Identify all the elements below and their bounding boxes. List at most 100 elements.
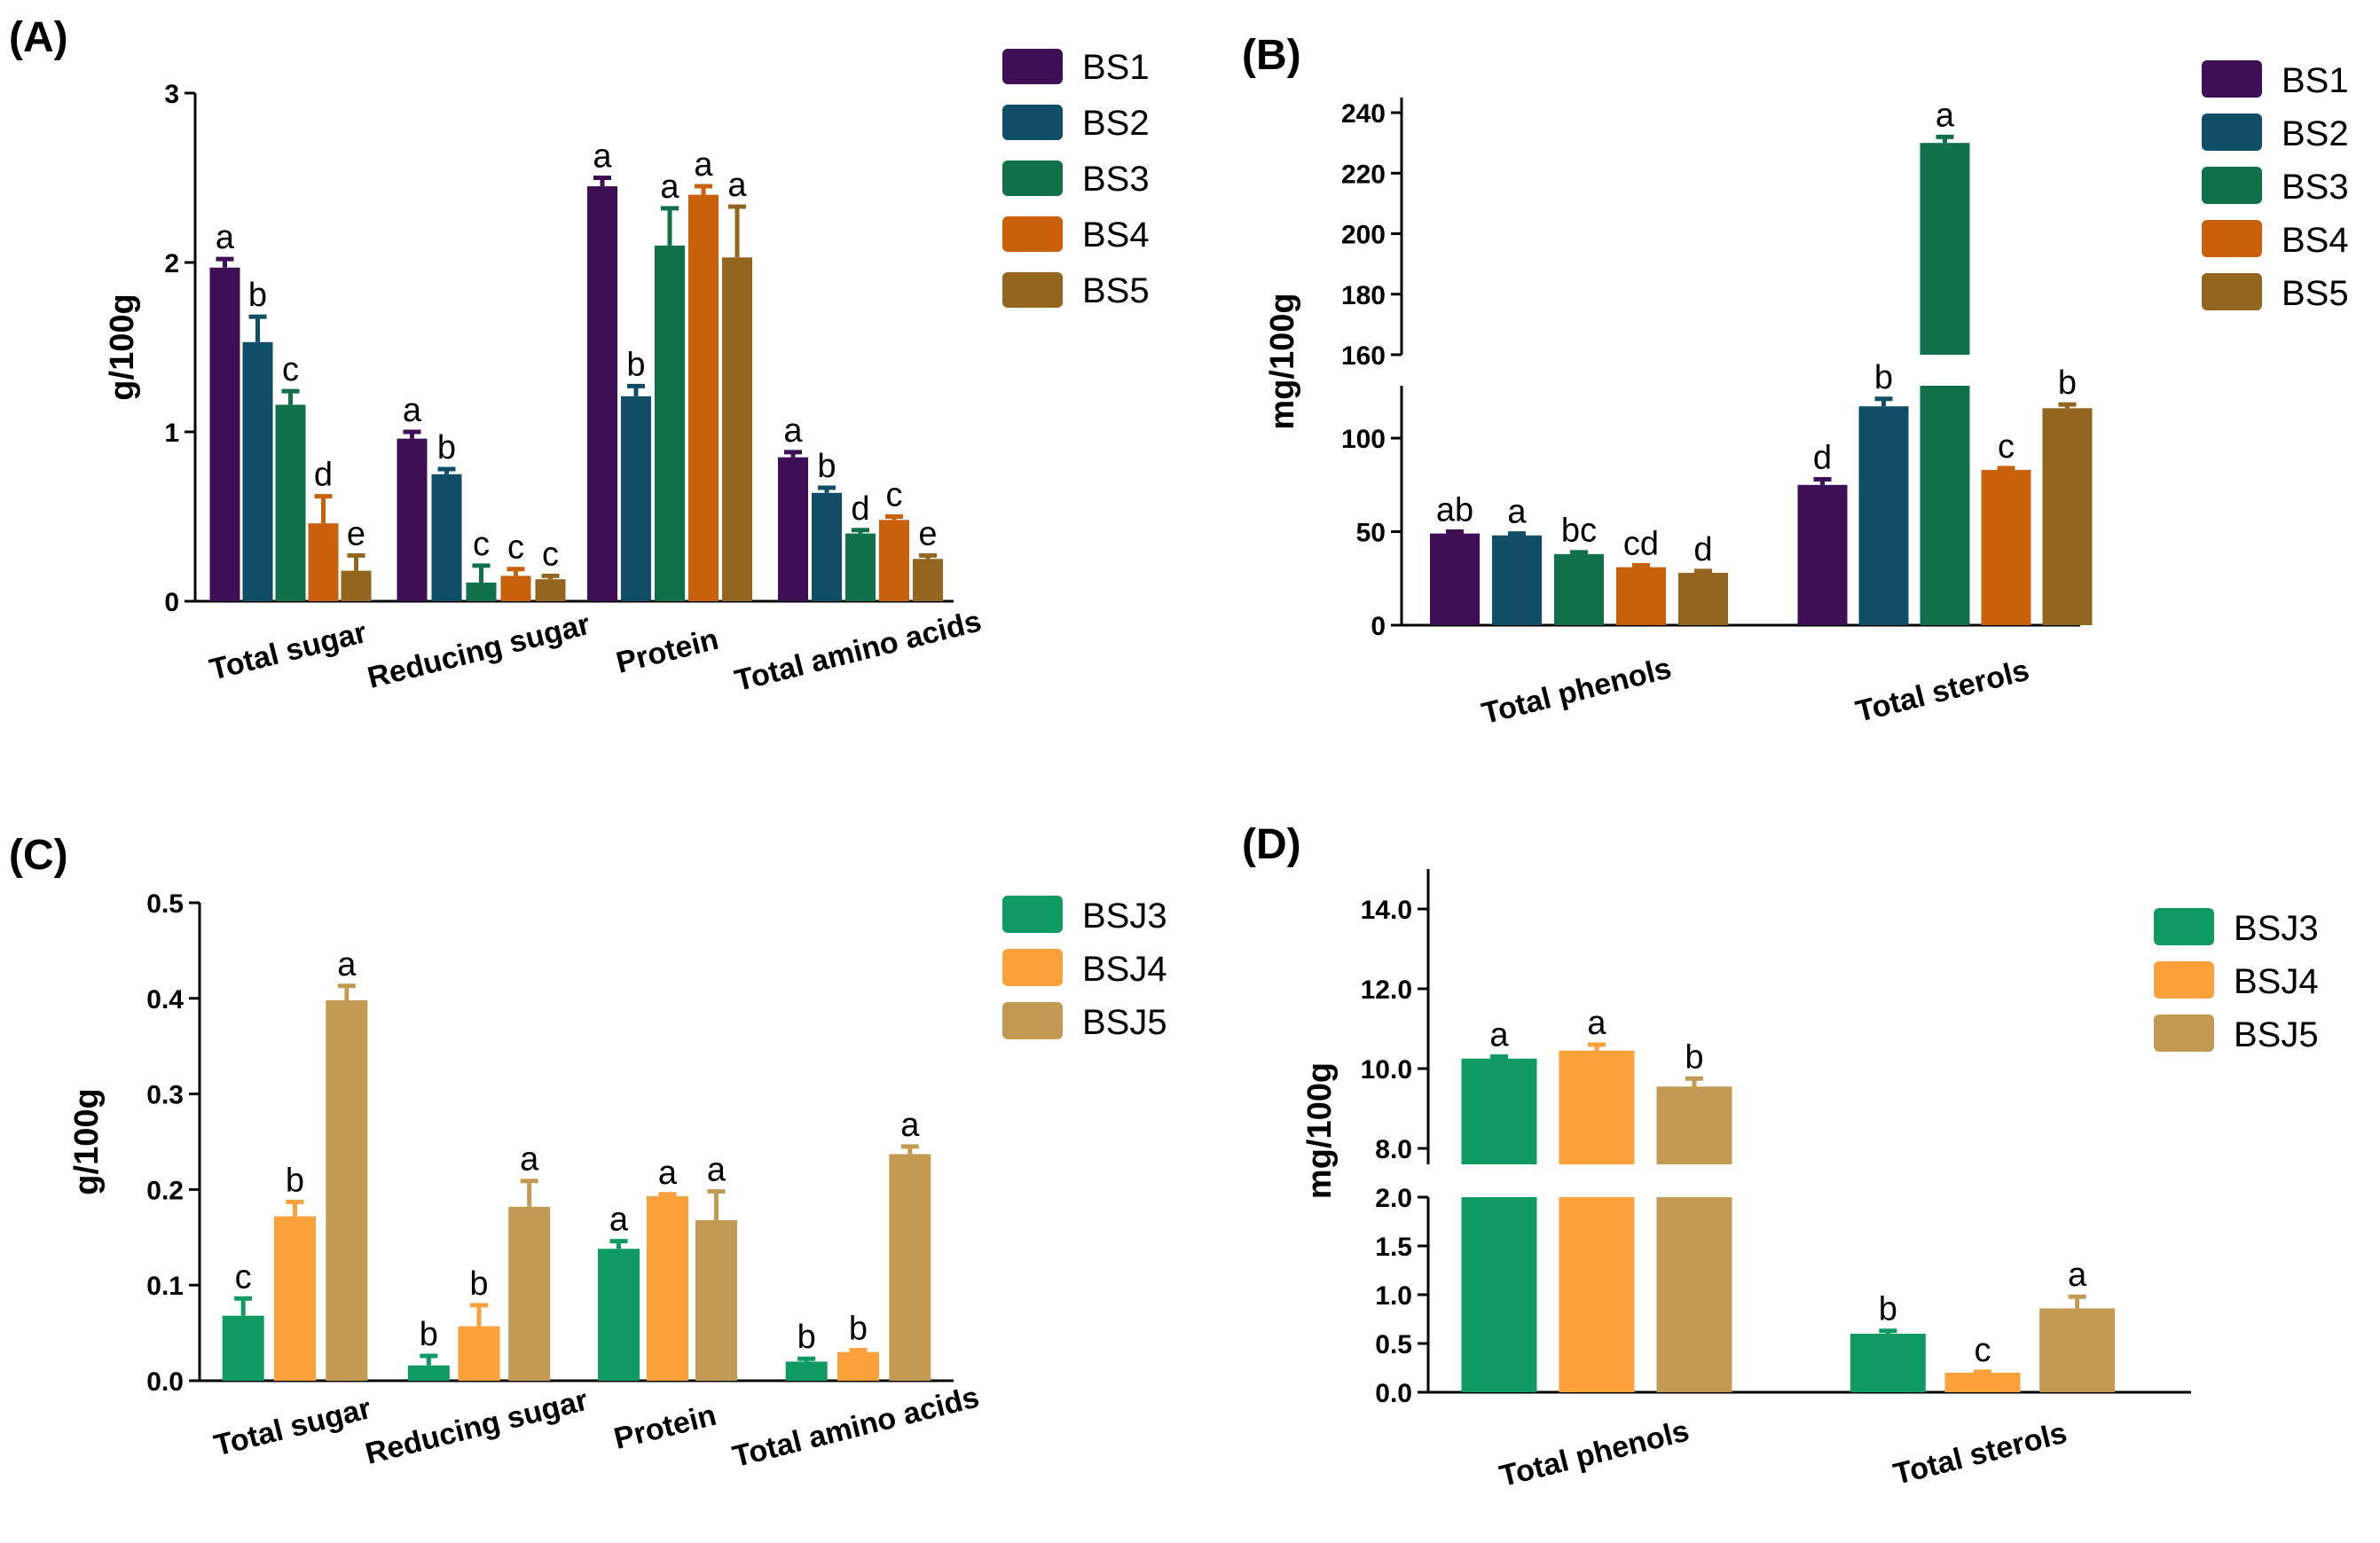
significance-letter: a [783,412,803,450]
legend-swatch [1002,161,1063,196]
significance-letter: c [1975,1332,1991,1369]
axis-break-gap [1557,1164,1637,1197]
axis-break-gap [1654,1164,1734,1197]
significance-letter: a [403,392,422,429]
significance-letter: b [2058,364,2077,402]
significance-letter: a [520,1141,539,1179]
y-tick-label: 160 [1341,341,1386,371]
significance-letter: e [918,515,937,552]
y-tick-label: 220 [1341,160,1386,189]
legend-label: BS1 [2282,61,2349,100]
x-category-label: Total phenols [1496,1414,1693,1493]
x-category-label: Total sterols [1852,654,2032,729]
legend-swatch [1002,1002,1063,1039]
y-tick-label: 2 [164,249,179,278]
bar-bs5 [2042,408,2093,625]
legend-label: BSJ5 [1082,1003,1167,1042]
bar-bs1 [1430,533,1480,625]
legend-swatch [1002,949,1063,986]
y-tick-label: 50 [1356,519,1386,548]
panel-label: (A) [9,14,68,61]
y-tick-label: 0.2 [146,1176,184,1205]
bar-bs4 [879,520,909,601]
significance-letter: a [337,946,357,983]
y-tick-label: 0.5 [1375,1330,1412,1359]
legend-swatch [2202,220,2262,257]
y-tick-label: 0.5 [146,889,184,919]
panel-label: (B) [1242,32,1301,79]
significance-letter: d [851,490,869,528]
legend-label: BS3 [1082,160,1150,199]
bar-bsj4 [458,1326,500,1381]
legend-swatch [2202,60,2262,98]
bar-bsj3 [598,1249,640,1381]
y-axis-title: g/100g [104,294,141,400]
bar-bs5 [722,257,752,601]
bar-bsj4 [647,1195,688,1381]
bar-bs2 [812,492,842,601]
legend-swatch [1002,896,1063,933]
significance-letter: a [216,219,235,256]
legend-label: BSJ4 [1082,950,1167,989]
legend-label: BSJ3 [1082,897,1167,936]
significance-letter: b [1874,359,1893,396]
significance-letter: a [658,1155,678,1192]
bar-bsj3 [1850,1334,1926,1392]
legend-swatch [1002,105,1063,140]
bar-bs3 [275,404,306,601]
x-category-label: Total amino acids [729,1380,982,1474]
legend-label: BS2 [1082,104,1150,143]
legend-label: BSJ3 [2234,909,2319,948]
bar-bsj5 [326,999,368,1381]
significance-letter: b [286,1162,304,1199]
legend-label: BSJ4 [2234,962,2319,1001]
legend-label: BSJ5 [2234,1015,2319,1054]
significance-letter: a [660,168,679,206]
significance-letter: d [1693,531,1712,568]
y-tick-label: 1.5 [1375,1233,1412,1262]
bar-bs3 [1554,553,1604,625]
x-category-label: Total amino acids [732,604,985,698]
bar-bs3 [845,533,876,601]
y-tick-label: 0.3 [146,1081,184,1110]
legend-swatch [2154,1014,2214,1052]
legend-swatch [1002,216,1063,252]
legend-swatch [2154,908,2214,945]
x-category-label: Reducing sugar [362,1383,591,1471]
significance-letter: b [626,346,645,383]
bar-bs1 [209,267,240,601]
bar-bsj3 [222,1315,264,1381]
legend-swatch [2202,167,2262,204]
bar-bs2 [431,474,462,601]
bar-bs2 [621,396,651,601]
legend-label: BS4 [1082,215,1150,255]
significance-letter: c [473,526,490,563]
bar-bs5 [535,579,566,601]
significance-letter: bc [1561,513,1597,550]
y-tick-label: 3 [164,80,179,109]
panel-d: (D) 0.0 0.5 1.0 1.5 2.0 8.0 10.0 12.0 14.0 mg/100g… [1242,821,2319,1493]
y-tick-label: 0.0 [146,1367,184,1397]
y-tick-label: 1 [164,419,179,448]
y-axis-title: mg/100g [1301,1062,1339,1199]
legend-label: BS1 [1082,48,1150,87]
legend-swatch [2202,273,2262,310]
y-tick-label: 0 [164,588,179,617]
bar-bsj3 [407,1365,450,1381]
significance-letter: c [886,477,903,514]
significance-letter: d [314,457,333,494]
significance-letter: b [420,1316,438,1353]
axis-break-gap [1459,1164,1539,1197]
x-category-label: Protein [613,623,722,680]
legend-swatch [1002,49,1063,84]
panel-label: (C) [9,832,68,879]
y-tick-label: 1.0 [1375,1281,1412,1311]
significance-letter: c [507,529,524,567]
bar-bsj4 [274,1216,316,1381]
axis-break-gap [1918,355,1972,386]
significance-letter: a [1587,1005,1606,1042]
bar-bsj4 [1944,1373,2021,1392]
y-tick-label: 0.1 [146,1272,184,1301]
significance-letter: b [1879,1291,1897,1328]
